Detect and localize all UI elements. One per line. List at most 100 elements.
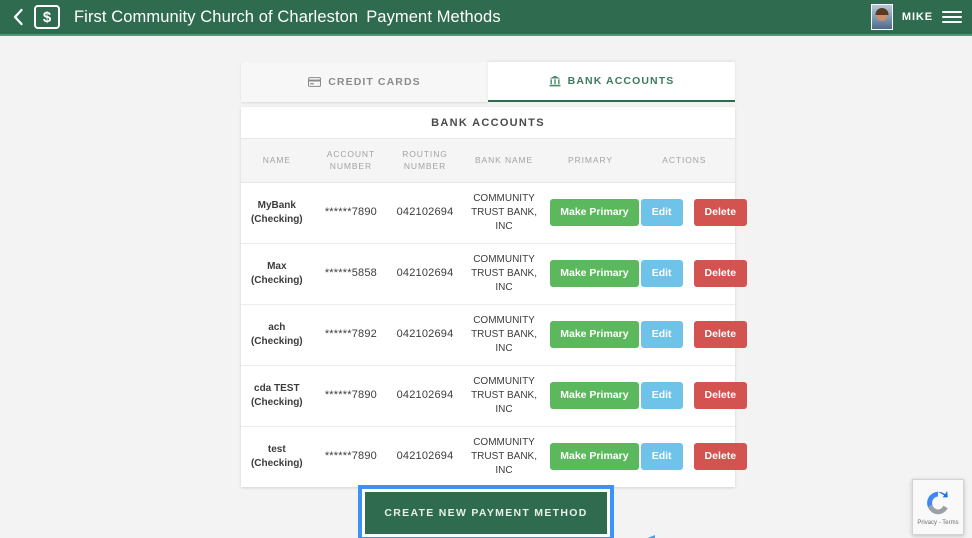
tab-bank-accounts-label: BANK ACCOUNTS	[567, 75, 675, 87]
cell-account-name: Max (Checking)	[241, 243, 313, 305]
arrow-left-annotation	[623, 535, 771, 538]
account-type-text: (Checking)	[250, 396, 303, 408]
cell-primary: Make Primary	[547, 304, 639, 366]
cell-primary: Make Primary	[547, 243, 639, 305]
delete-button[interactable]: Delete	[693, 321, 748, 348]
column-header-primary: PRIMARY	[547, 139, 634, 183]
cell-account-name: MyBank (Checking)	[241, 182, 313, 244]
column-header-actions-line1: ACTIONS	[662, 155, 707, 166]
tab-credit-cards[interactable]: CREDIT CARDS	[241, 62, 488, 102]
table-header-row: NAME ACCOUNT NUMBER ROUTING NUMBER BANK …	[241, 139, 735, 183]
recaptcha-badge[interactable]: Privacy - Terms	[912, 479, 964, 535]
actions-group: Edit Delete	[637, 321, 748, 348]
column-header-bank-line1: BANK NAME	[474, 155, 534, 166]
delete-button[interactable]: Delete	[693, 443, 748, 470]
make-primary-button[interactable]: Make Primary	[550, 199, 639, 226]
bank-building-icon	[549, 75, 561, 87]
account-name-text: test	[267, 444, 286, 456]
cell-actions: Edit Delete	[633, 243, 748, 305]
table-body: MyBank (Checking) ******7890 042102694 COMMU…	[241, 182, 748, 487]
recaptcha-privacy-terms[interactable]: Privacy - Terms	[917, 520, 959, 526]
hamburger-menu-icon[interactable]	[942, 9, 962, 25]
cell-actions: Edit Delete	[633, 182, 748, 244]
delete-button[interactable]: Delete	[693, 199, 748, 226]
cell-bank-name: COMMUNITY TRUST BANK, INC	[460, 182, 548, 244]
page-title-text: Payment Methods	[366, 7, 501, 26]
actions-group: Edit Delete	[637, 382, 748, 409]
cell-routing-number: 042102694	[389, 304, 461, 366]
make-primary-button[interactable]: Make Primary	[550, 260, 639, 287]
actions-group: Edit Delete	[637, 260, 748, 287]
cell-primary: Make Primary	[547, 365, 639, 427]
column-header-name: NAME	[241, 139, 313, 183]
table-row: MyBank (Checking) ******7890 042102694 COMMU…	[241, 182, 748, 244]
cell-actions: Edit Delete	[634, 426, 748, 487]
table-row: cda TEST (Checking) ******7890 042102694 COM…	[241, 365, 748, 427]
tab-bank-accounts[interactable]: BANK ACCOUNTS	[488, 62, 735, 102]
cell-account-name: cda TEST (Checking)	[241, 365, 313, 427]
cell-actions: Edit Delete	[633, 365, 748, 427]
table-header: NAME ACCOUNT NUMBER ROUTING NUMBER BANK …	[241, 139, 735, 183]
dollar-sign-glyph: $	[42, 8, 52, 26]
main-content: CREDIT CARDS BANK ACCOUNTS BANK ACCOUNTS	[0, 38, 972, 538]
tab-credit-cards-label: CREDIT CARDS	[328, 76, 421, 88]
create-payment-method-highlight: CREATE NEW PAYMENT METHOD	[358, 485, 614, 538]
cell-primary: Make Primary	[547, 182, 639, 244]
edit-button[interactable]: Edit	[640, 443, 683, 470]
topbar-user-area: MIKE	[870, 4, 962, 30]
cell-routing-number: 042102694	[396, 450, 454, 463]
delete-button[interactable]: Delete	[693, 382, 748, 409]
edit-button[interactable]: Edit	[640, 382, 683, 409]
account-name-text: Max	[267, 261, 287, 273]
column-header-primary-line1: PRIMARY	[568, 155, 613, 166]
recaptcha-logo-icon	[927, 491, 948, 515]
actions-group: Edit Delete	[637, 199, 748, 226]
cell-actions: Edit Delete	[633, 304, 748, 366]
make-primary-button[interactable]: Make Primary	[550, 382, 639, 409]
make-primary-button[interactable]: Make Primary	[550, 321, 639, 348]
account-name-text: cda TEST	[254, 383, 300, 395]
cell-bank-name: COMMUNITY TRUST BANK, INC	[460, 365, 548, 427]
edit-button[interactable]: Edit	[640, 321, 683, 348]
card-title: BANK ACCOUNTS	[241, 107, 735, 139]
cell-bank-name: COMMUNITY TRUST BANK, INC	[460, 243, 548, 305]
cell-account-number: ******7890	[324, 450, 377, 463]
table-row: ach (Checking) ******7892 042102694 COMMUNIT…	[241, 304, 748, 366]
account-name-text: ach	[268, 322, 286, 334]
dollar-sign-icon[interactable]: $	[34, 5, 60, 29]
cell-routing-number: 042102694	[389, 365, 461, 427]
cell-account-number: ******7890	[312, 365, 390, 427]
cell-account-name: test (Checking)	[241, 426, 313, 487]
cell-primary: Make Primary	[547, 426, 639, 487]
column-header-routing-line2: NUMBER	[403, 161, 447, 172]
edit-button[interactable]: Edit	[640, 260, 683, 287]
make-primary-button[interactable]: Make Primary	[550, 443, 639, 470]
column-header-account-number: ACCOUNT NUMBER	[312, 139, 390, 183]
column-header-routing-number: ROUTING NUMBER	[389, 139, 461, 183]
account-name-text: MyBank	[257, 200, 296, 212]
column-header-actions: ACTIONS	[633, 139, 735, 183]
column-header-account-line2: NUMBER	[329, 161, 373, 172]
cell-account-number: ******5858	[312, 243, 390, 305]
cell-account-name: ach (Checking)	[241, 304, 313, 366]
delete-button[interactable]: Delete	[693, 260, 748, 287]
payment-method-tabs: CREDIT CARDS BANK ACCOUNTS	[241, 62, 735, 102]
cell-bank-name: COMMUNITY TRUST BANK, INC	[471, 436, 537, 476]
organization-name: First Community Church of Charleston	[74, 7, 359, 26]
table-row: test (Checking) ******7890 042102694 COMMUNI…	[241, 426, 748, 487]
cell-account-number: ******7892	[312, 304, 390, 366]
cell-routing-number: 042102694	[389, 243, 461, 305]
column-header-routing-line1: ROUTING	[402, 149, 448, 159]
edit-button[interactable]: Edit	[640, 199, 683, 226]
avatar[interactable]	[870, 4, 893, 30]
account-type-text: (Checking)	[250, 213, 303, 225]
account-type-text: (Checking)	[250, 457, 303, 469]
user-name-label: MIKE	[901, 11, 933, 23]
create-new-payment-method-button[interactable]: CREATE NEW PAYMENT METHOD	[365, 492, 607, 534]
actions-group: Edit Delete	[637, 443, 748, 470]
credit-card-icon	[308, 77, 322, 87]
top-header-bar: $ First Community Church of Charleston Pa…	[0, 0, 972, 36]
cell-bank-name: COMMUNITY TRUST BANK, INC	[460, 304, 548, 366]
back-chevron-icon[interactable]	[8, 5, 28, 29]
column-header-account-line1: ACCOUNT	[326, 149, 376, 159]
